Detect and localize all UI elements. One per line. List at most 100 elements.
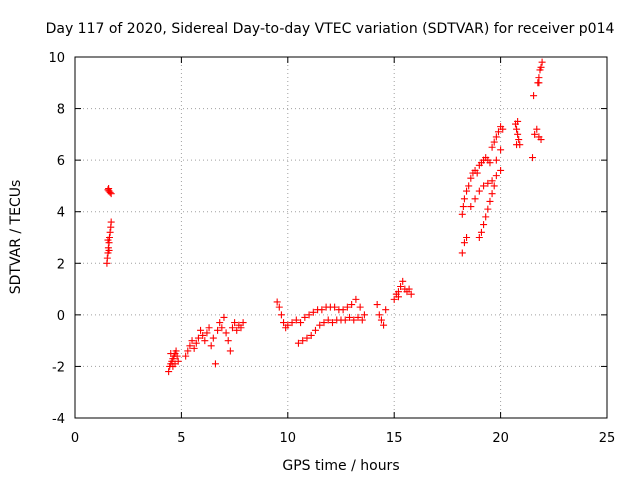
data-point (184, 347, 192, 355)
data-point (301, 313, 309, 321)
data-point (459, 203, 467, 211)
x-tick-label: 0 (71, 431, 79, 446)
plot-frame (74, 56, 608, 419)
y-tick-label: -4 (52, 412, 65, 427)
data-point (216, 319, 224, 327)
data-point (354, 313, 362, 321)
data-point (194, 334, 202, 342)
data-point (186, 342, 194, 350)
data-point (471, 195, 479, 203)
data-point (480, 182, 488, 190)
data-point (458, 249, 466, 257)
data-point (394, 293, 402, 301)
data-point (214, 326, 222, 334)
data-point (490, 182, 498, 190)
data-point (211, 360, 219, 368)
data-point (360, 311, 368, 319)
data-point (305, 311, 313, 319)
data-point (226, 347, 234, 355)
data-point (105, 185, 113, 193)
data-point (348, 301, 356, 309)
data-point (475, 187, 483, 195)
data-point (352, 295, 360, 303)
data-point (492, 172, 500, 180)
data-point (199, 331, 207, 339)
y-tick-label: 10 (48, 51, 65, 66)
data-point (488, 177, 496, 185)
data-point (107, 218, 115, 226)
data-point (492, 133, 500, 141)
data-point (171, 360, 179, 368)
data-point (475, 234, 483, 241)
data-point (341, 316, 349, 324)
data-point (233, 326, 241, 334)
x-tick-labels: 0 5 10 15 20 25 (71, 431, 615, 446)
data-point (172, 347, 180, 355)
data-point (297, 319, 305, 327)
data-point (350, 316, 358, 324)
data-point (537, 136, 545, 144)
y-tick-label: 4 (57, 206, 65, 221)
data-point (463, 187, 471, 195)
data-point (182, 352, 190, 360)
data-point (377, 316, 385, 324)
data-point (538, 58, 546, 66)
data-point (294, 339, 302, 347)
data-point (492, 156, 500, 164)
x-tick-label: 15 (386, 431, 403, 446)
data-point (467, 174, 475, 182)
data-point (311, 326, 319, 334)
data-point (513, 125, 521, 133)
data-point (237, 324, 245, 332)
x-tick-label: 5 (177, 431, 185, 446)
data-point (473, 169, 481, 177)
data-point (316, 321, 324, 329)
data-point (533, 125, 541, 133)
data-point (318, 306, 326, 314)
data-point (405, 285, 413, 293)
data-point (173, 352, 181, 360)
data-point (486, 197, 494, 205)
data-point (497, 146, 505, 154)
data-point (407, 290, 415, 298)
x-tick-label: 25 (599, 431, 616, 446)
data-point (203, 329, 211, 337)
data-point (375, 311, 383, 319)
y-axis-label: SDTVAR / TECUs (8, 180, 24, 295)
data-point (373, 301, 381, 309)
data-point (458, 210, 466, 218)
data-point (224, 337, 232, 345)
grid-lines (75, 57, 607, 418)
data-point (482, 213, 490, 221)
data-point (465, 182, 473, 190)
data-point (324, 316, 332, 324)
x-tick-label: 10 (280, 431, 297, 446)
y-tick-label: 0 (57, 309, 65, 324)
data-point (328, 319, 336, 327)
data-point (490, 138, 498, 146)
data-point (320, 319, 328, 327)
data-point (494, 128, 502, 136)
data-point (515, 136, 523, 144)
data-point (209, 334, 217, 342)
data-point (207, 342, 215, 350)
data-point (218, 324, 226, 332)
data-point (288, 319, 296, 327)
data-series (103, 58, 546, 376)
data-point (390, 295, 398, 303)
data-point (486, 159, 494, 167)
data-point (460, 239, 468, 247)
x-tick-label: 20 (492, 431, 509, 446)
data-point (397, 282, 405, 290)
data-point (106, 188, 114, 196)
data-point (201, 337, 209, 345)
data-point (222, 329, 230, 337)
data-point (220, 313, 228, 321)
data-point (103, 254, 111, 262)
data-point (228, 324, 236, 332)
data-point (537, 63, 545, 71)
data-point (275, 303, 283, 311)
data-point (460, 195, 468, 203)
data-point (530, 92, 538, 100)
y-tick-label: -2 (52, 360, 65, 375)
